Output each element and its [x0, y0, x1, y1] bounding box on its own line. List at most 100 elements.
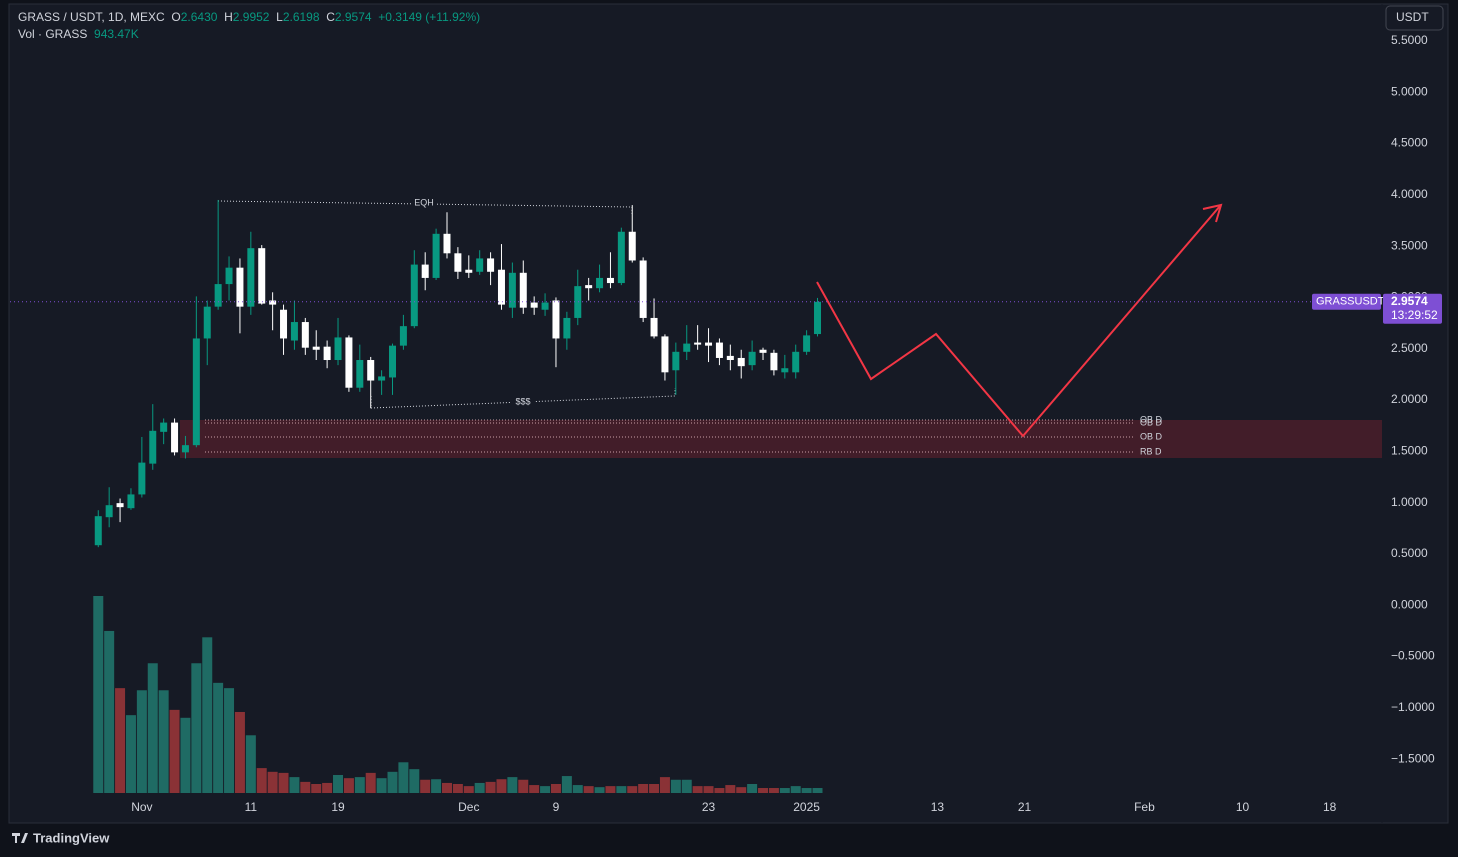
candle-body — [454, 253, 462, 272]
volume-bar — [747, 783, 758, 793]
volume-bar — [431, 779, 442, 793]
candle-body — [650, 317, 658, 337]
candle-body — [258, 248, 266, 304]
volume-bar — [191, 663, 202, 793]
volume-bar — [125, 715, 136, 793]
volume-bar — [343, 778, 354, 793]
currency-label: USDT — [1396, 10, 1429, 24]
volume-bar — [115, 688, 126, 793]
volume-bar — [507, 777, 518, 793]
volume-bar — [409, 769, 420, 793]
candle-body — [792, 351, 800, 373]
volume-bar — [572, 785, 583, 793]
y-tick-label: 4.0000 — [1391, 187, 1428, 201]
volume-bar — [234, 711, 245, 793]
candle-body — [421, 264, 429, 278]
volume-bar — [333, 774, 344, 793]
y-tick-label: −0.5000 — [1391, 649, 1435, 663]
candle-body — [726, 355, 734, 361]
volume-key: Vol · GRASS — [18, 27, 88, 41]
candle-body — [247, 248, 255, 307]
candle-body — [770, 352, 778, 371]
volume-bar — [529, 785, 540, 793]
ohlc-value: 2.9952 — [232, 10, 270, 24]
candle-body — [465, 269, 473, 273]
candle-body — [596, 277, 604, 289]
volume-bar — [649, 783, 660, 793]
volume-bar — [441, 782, 452, 793]
volume-bar — [768, 788, 779, 793]
volume-bar — [93, 596, 104, 793]
candle-body — [508, 272, 516, 308]
volume-bar — [398, 762, 409, 793]
volume-bar — [790, 786, 801, 793]
candle-body — [290, 322, 298, 341]
candle-body — [497, 269, 505, 305]
marks: 5.50005.00004.50004.00003.50003.00002.50… — [10, 33, 1442, 814]
candle-body — [683, 343, 691, 352]
volume-bar — [147, 663, 158, 793]
candle-body — [389, 345, 397, 378]
candle-body — [312, 346, 320, 350]
volume-bar — [463, 786, 474, 793]
candle-body — [487, 258, 495, 272]
volume-bar — [670, 779, 681, 793]
candle-body — [563, 317, 571, 339]
candle-body — [269, 300, 277, 305]
candle-body — [181, 445, 189, 453]
footer-brand: TradingView — [33, 830, 110, 845]
y-tick-label: 4.5000 — [1391, 136, 1428, 150]
candle-body — [127, 494, 135, 509]
x-tick-label: Feb — [1134, 800, 1155, 814]
candle-body — [138, 462, 146, 495]
volume-bar — [365, 772, 376, 793]
candle-body — [803, 335, 811, 352]
candle-body — [323, 346, 331, 361]
countdown-label: 13:29:52 — [1391, 308, 1438, 322]
volume-bar — [485, 781, 496, 793]
x-tick-label: 11 — [245, 800, 258, 814]
y-tick-label: 0.5000 — [1391, 546, 1428, 560]
projection-arrowhead — [1202, 203, 1223, 223]
candle-body — [334, 337, 342, 361]
candle-body — [530, 302, 538, 308]
y-tick-label: 5.0000 — [1391, 84, 1428, 98]
candle-body — [606, 277, 614, 284]
candle-body — [301, 322, 309, 348]
candle-body — [661, 336, 669, 373]
volume-value: 943.47K — [94, 27, 139, 41]
x-tick-label: 18 — [1323, 800, 1337, 814]
candle-body — [715, 342, 723, 358]
volume-bar — [540, 786, 551, 793]
volume-bar — [158, 690, 169, 793]
volume-bar — [692, 786, 703, 793]
zone-label: OB D — [1140, 414, 1163, 424]
volume-bar — [474, 782, 485, 793]
ohlc-value: 2.9574 — [334, 10, 372, 24]
chart-panel — [8, 3, 1449, 824]
currency-button[interactable] — [1385, 5, 1444, 31]
ohlc-key: C — [326, 10, 335, 24]
volume-bar — [169, 709, 180, 793]
candle-body — [737, 357, 745, 367]
label-bg — [511, 396, 535, 408]
x-tick-label: 2025 — [793, 800, 820, 814]
candle-body — [149, 430, 157, 464]
candle-body — [672, 351, 680, 371]
candle-body — [345, 337, 353, 388]
eqh-label: EQH — [414, 197, 434, 207]
volume-bar — [300, 781, 311, 793]
volume-bar — [714, 788, 725, 793]
header: GRASS / USDT, 1D, MEXC O2.6430 H2.9952 L… — [18, 9, 480, 43]
candle-body — [236, 267, 244, 307]
symbol-tag — [1312, 293, 1381, 310]
volume-bar — [801, 788, 812, 793]
volume-bar — [779, 788, 790, 793]
candle-body — [94, 516, 102, 546]
volume-bar — [550, 783, 561, 793]
candle-body — [399, 326, 407, 346]
candle-body — [476, 258, 484, 272]
volume-bar — [758, 788, 769, 793]
projection-path — [816, 205, 1221, 438]
candle-body — [705, 342, 713, 346]
